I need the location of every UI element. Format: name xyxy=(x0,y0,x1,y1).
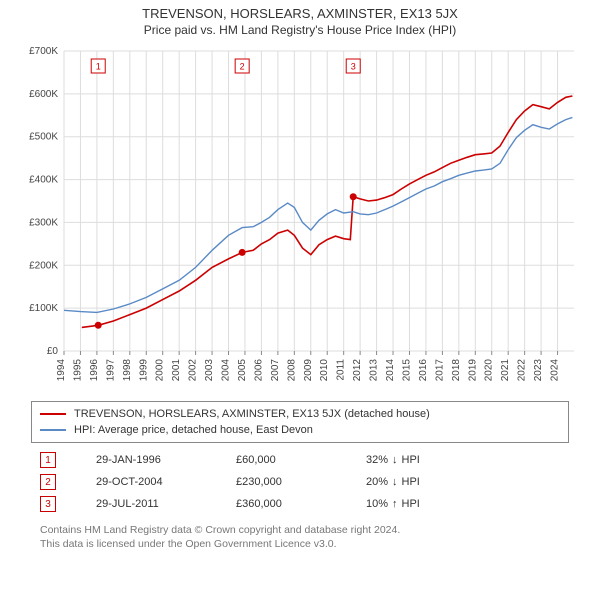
sales-price: £230,000 xyxy=(236,476,326,488)
x-tick-label: 2017 xyxy=(434,359,445,382)
chart-area: £0 £100K £200K £300K £400K £500K £600K £700K 19… xyxy=(20,45,580,395)
x-tick-label: 2008 xyxy=(286,359,297,382)
sales-badge: 1 xyxy=(40,452,56,468)
y-tick-label: £0 xyxy=(47,346,59,357)
sales-diff: 20% ↓ HPI xyxy=(366,476,456,488)
sales-date: 29-OCT-2004 xyxy=(96,476,196,488)
sales-badge: 3 xyxy=(40,496,56,512)
sales-diff-pct: 10% xyxy=(366,498,388,510)
legend-swatch xyxy=(40,413,66,415)
x-tick-label: 2004 xyxy=(221,359,232,382)
series-hpi xyxy=(64,117,572,312)
x-tick-label: 2020 xyxy=(484,359,495,382)
sales-diff-label: HPI xyxy=(402,454,420,466)
y-tick-label: £500K xyxy=(29,132,58,143)
sale-marker-dot xyxy=(95,322,102,329)
x-tick-label: 2018 xyxy=(451,359,462,382)
sale-marker-num: 3 xyxy=(351,62,356,72)
x-tick-label: 2014 xyxy=(385,359,396,382)
x-tick-label: 2003 xyxy=(204,359,215,382)
legend-label: HPI: Average price, detached house, East… xyxy=(74,422,313,438)
arrow-down-icon: ↓ xyxy=(392,454,398,466)
footer-line2: This data is licensed under the Open Gov… xyxy=(40,537,560,551)
sale-marker-dot xyxy=(350,193,357,200)
x-tick-label: 2019 xyxy=(467,359,478,382)
sales-diff: 32% ↓ HPI xyxy=(366,454,456,466)
sales-diff-label: HPI xyxy=(402,498,420,510)
x-tick-label: 1995 xyxy=(72,359,83,382)
legend-label: TREVENSON, HORSLEARS, AXMINSTER, EX13 5J… xyxy=(74,406,430,422)
x-tick-label: 1994 xyxy=(56,359,67,382)
y-tick-label: £700K xyxy=(29,46,58,57)
chart-svg: £0 £100K £200K £300K £400K £500K £600K £700K 19… xyxy=(20,45,580,395)
sales-row: 3 29-JUL-2011 £360,000 10% ↑ HPI xyxy=(40,493,560,515)
chart-title: TREVENSON, HORSLEARS, AXMINSTER, EX13 5J… xyxy=(0,6,600,21)
y-tick-label: £300K xyxy=(29,217,58,228)
x-tick-label: 2015 xyxy=(401,359,412,382)
x-tick-label: 2022 xyxy=(517,359,528,382)
x-tick-label: 2009 xyxy=(303,359,314,382)
footer-attribution: Contains HM Land Registry data © Crown c… xyxy=(40,523,560,551)
legend-swatch xyxy=(40,429,66,431)
x-tick-label: 2010 xyxy=(319,359,330,382)
sales-date: 29-JUL-2011 xyxy=(96,498,196,510)
sales-diff-label: HPI xyxy=(402,476,420,488)
x-tick-label: 2013 xyxy=(369,359,380,382)
sale-marker-dot xyxy=(239,249,246,256)
x-tick-label: 2007 xyxy=(270,359,281,382)
x-tick-label: 2012 xyxy=(352,359,363,382)
sales-price: £60,000 xyxy=(236,454,326,466)
x-tick-label: 2024 xyxy=(550,359,561,382)
sales-row: 1 29-JAN-1996 £60,000 32% ↓ HPI xyxy=(40,449,560,471)
legend-row: TREVENSON, HORSLEARS, AXMINSTER, EX13 5J… xyxy=(40,406,560,422)
sales-diff-pct: 32% xyxy=(366,454,388,466)
x-tick-label: 2005 xyxy=(237,359,248,382)
legend-row: HPI: Average price, detached house, East… xyxy=(40,422,560,438)
y-tick-label: £400K xyxy=(29,175,58,186)
arrow-down-icon: ↓ xyxy=(392,476,398,488)
sales-diff-pct: 20% xyxy=(366,476,388,488)
legend: TREVENSON, HORSLEARS, AXMINSTER, EX13 5J… xyxy=(31,401,569,443)
sales-price: £360,000 xyxy=(236,498,326,510)
chart-subtitle: Price paid vs. HM Land Registry's House … xyxy=(0,23,600,37)
x-tick-label: 2006 xyxy=(253,359,264,382)
sales-diff: 10% ↑ HPI xyxy=(366,498,456,510)
arrow-up-icon: ↑ xyxy=(392,498,398,510)
sales-badge: 2 xyxy=(40,474,56,490)
x-tick-label: 2002 xyxy=(188,359,199,382)
y-tick-label: £200K xyxy=(29,260,58,271)
footer-line1: Contains HM Land Registry data © Crown c… xyxy=(40,523,560,537)
y-tick-label: £100K xyxy=(29,303,58,314)
sales-row: 2 29-OCT-2004 £230,000 20% ↓ HPI xyxy=(40,471,560,493)
x-tick-label: 1998 xyxy=(122,359,133,382)
x-tick-label: 2016 xyxy=(418,359,429,382)
sale-marker-num: 2 xyxy=(240,62,245,72)
sale-marker-num: 1 xyxy=(96,62,101,72)
x-tick-label: 1997 xyxy=(105,359,116,382)
sales-date: 29-JAN-1996 xyxy=(96,454,196,466)
x-tick-label: 2000 xyxy=(155,359,166,382)
sales-table: 1 29-JAN-1996 £60,000 32% ↓ HPI 2 29-OCT-2004 £2… xyxy=(40,449,560,515)
y-tick-label: £600K xyxy=(29,89,58,100)
x-tick-label: 2023 xyxy=(533,359,544,382)
x-tick-label: 1996 xyxy=(89,359,100,382)
x-tick-label: 2011 xyxy=(336,359,347,381)
x-tick-label: 1999 xyxy=(138,359,149,382)
x-tick-label: 2001 xyxy=(171,359,182,382)
x-tick-label: 2021 xyxy=(500,359,511,382)
